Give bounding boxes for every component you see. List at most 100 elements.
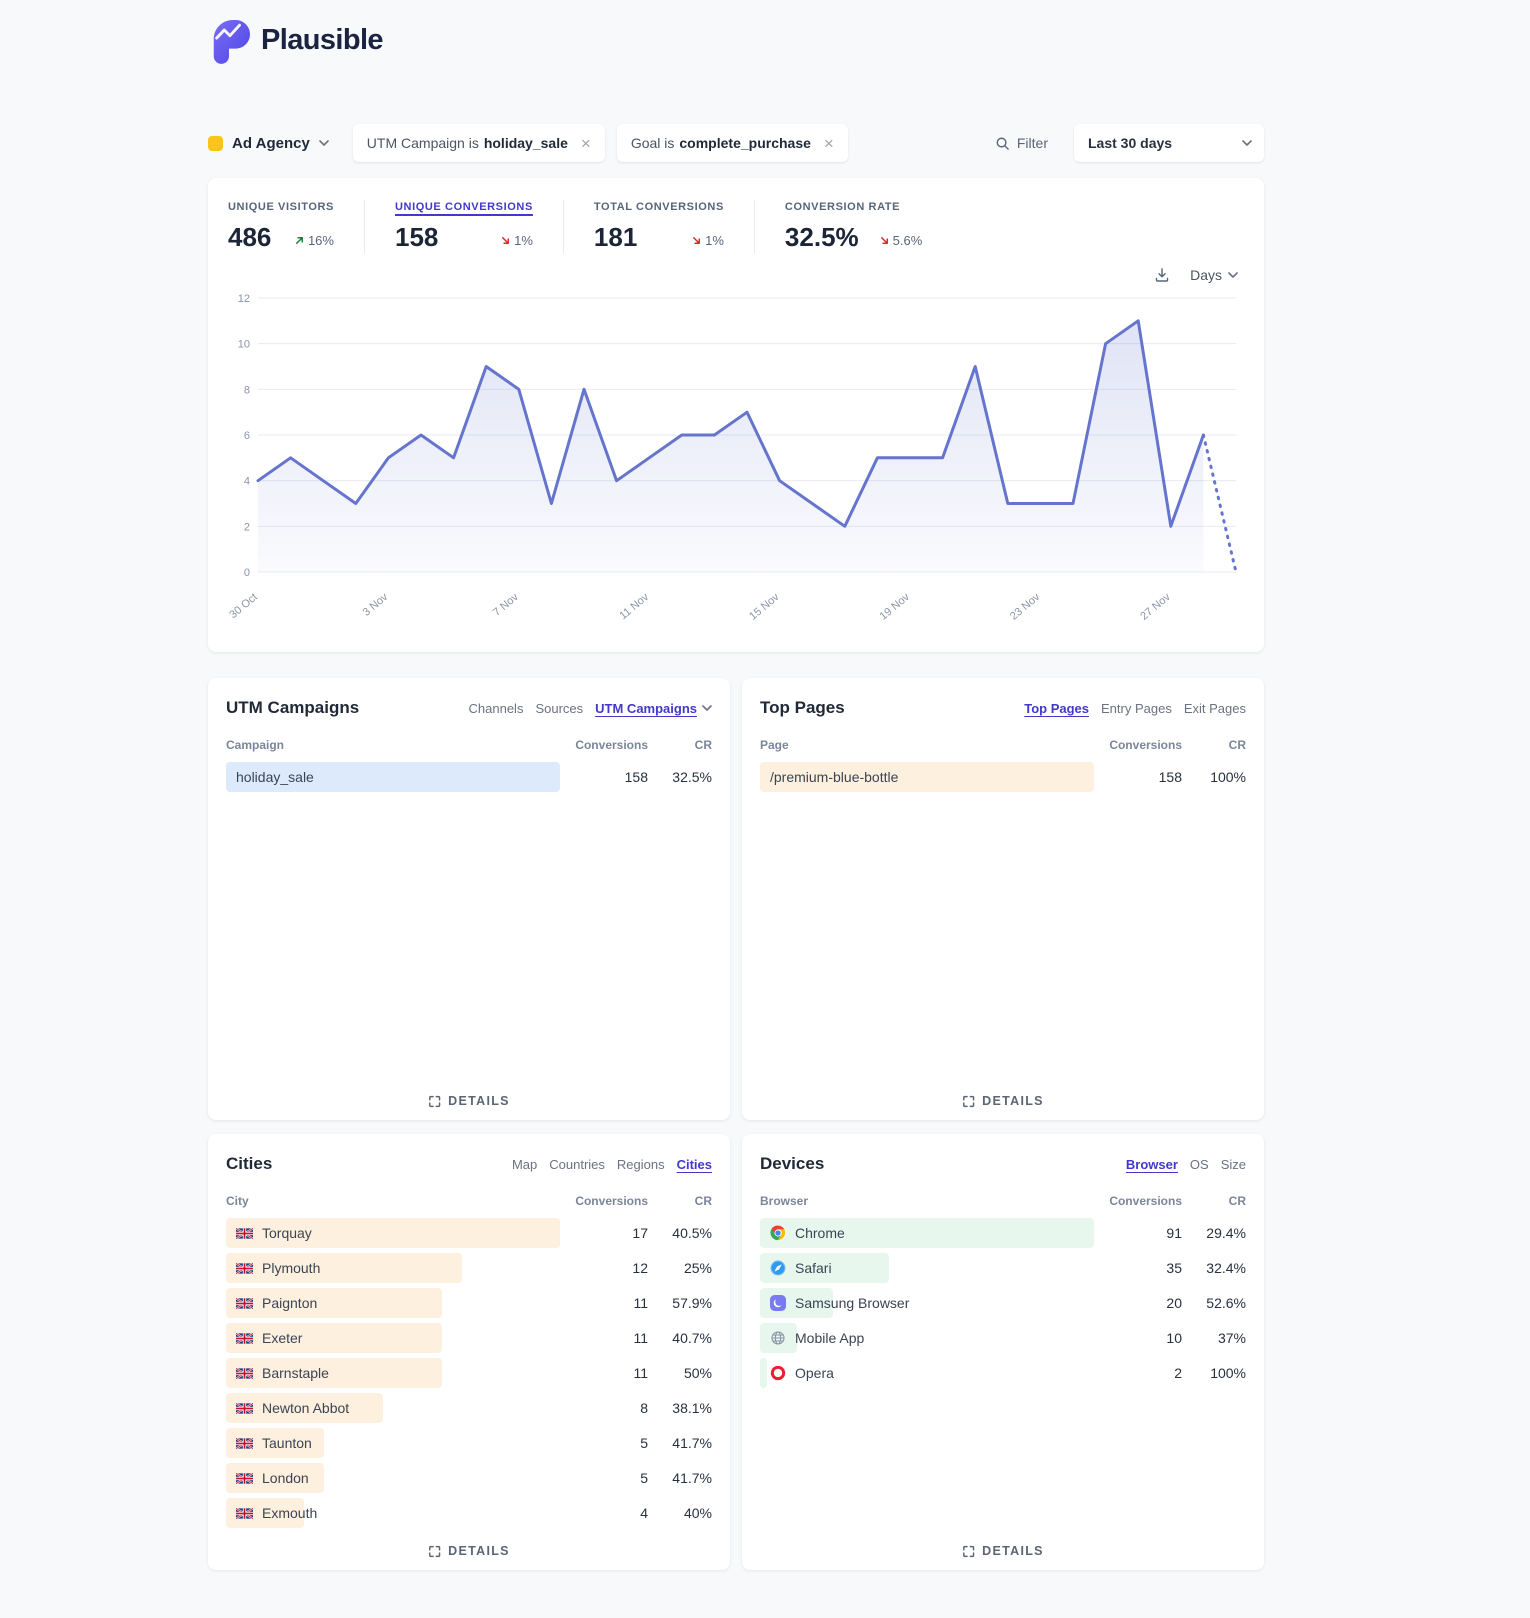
expand-icon [428,1095,441,1108]
cities-panel: Cities Map Countries Regions Cities City Co… [208,1134,730,1570]
details-button[interactable]: DETAILS [962,1544,1044,1558]
filter-chip-complete-purchase[interactable]: Goal is complete_purchase × [616,124,848,162]
filter-button[interactable]: Filter [995,135,1048,151]
uk-flag-icon [236,1367,253,1379]
tab-map[interactable]: Map [511,1156,538,1172]
row-cr: 41.7% [672,1435,712,1451]
list-item-taunton[interactable]: Taunton 5 41.7% [226,1428,712,1458]
chart-controls: Days [228,262,1238,288]
stat-label: UNIQUE CONVERSIONS [394,201,533,213]
column-name: Browser [760,1194,809,1208]
row-label: Safari [760,1260,832,1276]
tab-top-pages[interactable]: Top Pages [1024,700,1090,716]
pages-panel-tabs: Top Pages Entry Pages Exit Pages [1024,701,1246,716]
details-button[interactable]: DETAILS [962,1094,1044,1108]
stat-conversion-rate[interactable]: CONVERSION RATE 32.5% 5.6% [785,201,922,253]
list-item-barnstaple[interactable]: Barnstaple 11 50% [226,1358,712,1388]
row-cr: 57.9% [672,1295,712,1311]
tab-cities[interactable]: Cities [676,1156,712,1172]
row-bar-area: Opera [760,1358,1094,1388]
filter-bar: Ad Agency UTM Campaign is holiday_sale × Go… [208,124,1264,162]
interval-dropdown[interactable]: Days [1190,267,1238,283]
svg-text:7 Nov: 7 Nov [491,591,521,619]
devices-panel-tabs: Browser OS Size [1126,1157,1246,1172]
filter-bar-right: Filter Last 30 days [995,124,1264,162]
tab-channels[interactable]: Channels [468,700,524,716]
column-name: Page [760,738,789,752]
list-item-safari[interactable]: Safari 35 32.4% [760,1253,1246,1283]
chevron-down-icon [702,705,712,711]
list-item-london[interactable]: London 5 41.7% [226,1463,712,1493]
list-item-premium-blue-bottle[interactable]: /premium-blue-bottle 158 100% [760,762,1246,792]
row-label: holiday_sale [236,769,314,785]
row-bar-area: Plymouth [226,1253,560,1283]
tab-os[interactable]: OS [1189,1156,1209,1172]
row-cr: 37% [1217,1330,1246,1346]
globe-icon [770,1330,786,1346]
tab-utm-campaigns[interactable]: UTM Campaigns [595,701,712,716]
svg-text:15 Nov: 15 Nov [747,591,782,623]
list-item-plymouth[interactable]: Plymouth 12 25% [226,1253,712,1283]
list-item-paignton[interactable]: Paignton 11 57.9% [226,1288,712,1318]
list-item-mobile-app[interactable]: Mobile App 10 37% [760,1323,1246,1353]
row-bar [226,762,560,792]
stat-unique-conversions[interactable]: UNIQUE CONVERSIONS 158 1% [395,201,533,253]
row-conversions: 11 [633,1295,648,1311]
tab-sources[interactable]: Sources [535,700,584,716]
tab-countries[interactable]: Countries [549,1156,605,1172]
download-icon[interactable] [1154,267,1170,283]
devices-rows: Chrome 91 29.4% Safari 35 32.4% Samsung Browse… [760,1218,1246,1388]
remove-filter-icon[interactable]: × [823,133,834,153]
filter-button-label: Filter [1016,135,1048,151]
svg-text:6: 6 [244,430,250,442]
uk-flag-icon [236,1402,253,1414]
row-label: Paignton [226,1295,317,1311]
list-item-exeter[interactable]: Exeter 11 40.7% [226,1323,712,1353]
list-item-torquay[interactable]: Torquay 17 40.5% [226,1218,712,1248]
stats-bar: UNIQUE VISITORS 486 16% UNIQUE CONVERSIONS 1… [228,200,1244,254]
list-item-chrome[interactable]: Chrome 91 29.4% [760,1218,1246,1248]
tab-size[interactable]: Size [1220,1156,1246,1172]
filter-chip-holiday-sale[interactable]: UTM Campaign is holiday_sale × [352,124,605,162]
tab-browser[interactable]: Browser [1125,1156,1178,1172]
row-bar-area: holiday_sale [226,762,560,792]
visitors-line-chart: 0 2 4 6 8 10 12 30 Oct 3 Nov 7 Nov 11 Nov 15 Nov 19 … [227,293,1238,623]
uk-flag-icon [236,1227,253,1239]
row-label: Taunton [226,1435,312,1451]
row-conversions: 11 [633,1365,648,1381]
list-item-exmouth[interactable]: Exmouth 4 40% [226,1498,712,1528]
column-cr: CR [1228,1194,1246,1208]
remove-filter-icon[interactable]: × [580,133,591,153]
details-button[interactable]: DETAILS [428,1094,510,1108]
row-conversions: 158 [1158,769,1182,785]
tab-exit-pages[interactable]: Exit Pages [1183,700,1246,716]
list-item-holiday-sale[interactable]: holiday_sale 158 32.5% [226,762,712,792]
row-bar-area: /premium-blue-bottle [760,762,1094,792]
row-label: Plymouth [226,1260,320,1276]
date-range-value: Last 30 days [1088,135,1173,151]
svg-text:23 Nov: 23 Nov [1008,591,1043,623]
row-conversions: 10 [1166,1330,1182,1346]
svg-text:0: 0 [244,567,250,579]
tab-regions[interactable]: Regions [616,1156,665,1172]
stat-total-conversions[interactable]: TOTAL CONVERSIONS 181 1% [594,201,724,253]
plausible-logo-icon [208,16,250,64]
row-label: Mobile App [760,1330,864,1346]
tab-entry-pages[interactable]: Entry Pages [1101,700,1172,716]
utm-panel-tabs: Channels Sources UTM Campaigns [469,701,712,716]
row-cr: 50% [683,1365,712,1381]
date-range-picker[interactable]: Last 30 days [1074,124,1264,162]
uk-flag-icon [236,1472,253,1484]
site-picker[interactable]: Ad Agency [208,135,329,152]
row-bar-area: Exmouth [226,1498,560,1528]
devices-panel: Devices Browser OS Size Browser Conversion… [742,1134,1264,1570]
arrow-down-icon [691,235,702,246]
column-conversions: Conversions [1109,1194,1182,1208]
column-conversions: Conversions [575,738,648,752]
list-item-samsung-browser[interactable]: Samsung Browser 20 52.6% [760,1288,1246,1318]
details-button[interactable]: DETAILS [428,1544,510,1558]
uk-flag-icon [236,1297,253,1309]
list-item-opera[interactable]: Opera 2 100% [760,1358,1246,1388]
list-item-newton-abbot[interactable]: Newton Abbot 8 38.1% [226,1393,712,1423]
stat-unique-visitors[interactable]: UNIQUE VISITORS 486 16% [228,201,334,253]
